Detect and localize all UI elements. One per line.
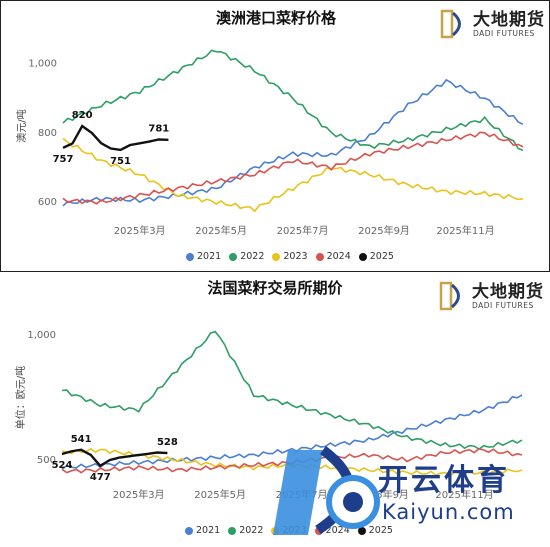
x-tick-label: 2025年9月 <box>358 224 410 237</box>
legend-item-2022[interactable]: 2022 <box>229 251 264 262</box>
data-label: 528 <box>157 437 178 448</box>
brand-name-cn: 大地期货 <box>473 9 545 30</box>
x-tick-label: 2025年7月 <box>277 224 329 237</box>
chart-panel-aus: 澳洲港口菜籽价格 大地期货 DADI FUTURES 600 800 1,000 澳元… <box>0 0 550 272</box>
y-tick-label: 1,000 <box>28 59 57 70</box>
legend-marker <box>186 252 194 261</box>
data-label: 477 <box>90 472 111 483</box>
x-tick-label: 2025年5月 <box>195 224 247 237</box>
legend-label: 2021 <box>197 251 222 262</box>
brand-name-cn: 大地期货 <box>472 281 544 302</box>
watermark-logo-icon <box>273 445 380 535</box>
brand-mark-icon <box>440 9 461 39</box>
series-line-2024 <box>62 131 524 205</box>
legend-label: 2024 <box>326 251 351 262</box>
data-label: 751 <box>110 156 131 167</box>
legend-label: 2022 <box>239 525 264 536</box>
series-line-2021 <box>62 78 524 207</box>
legend-item-2025[interactable]: 2025 <box>358 251 394 262</box>
series-line-2023 <box>62 137 524 213</box>
legend-label: 2021 <box>196 525 221 536</box>
legend-marker <box>272 252 281 261</box>
chart-title: 法国菜籽交易所期价 <box>207 279 343 297</box>
legend-label: 2025 <box>368 525 393 536</box>
brand-mark-icon <box>439 281 460 311</box>
y-tick-label: 500 <box>37 455 56 466</box>
series-line-2021 <box>61 394 523 471</box>
watermark-text-en: Kaiyun.com <box>382 500 515 524</box>
legend-item-2025[interactable]: 2025 <box>357 525 393 536</box>
data-label: 524 <box>52 460 73 471</box>
data-label: 541 <box>71 434 92 445</box>
legend-marker <box>358 252 367 261</box>
legend-item-2021[interactable]: 2021 <box>185 525 220 536</box>
legend-label: 2022 <box>240 251 265 262</box>
legend-item-2021[interactable]: 2021 <box>186 251 221 262</box>
x-tick-label: 2025年11月 <box>436 224 494 237</box>
series-line-2022 <box>61 330 523 451</box>
legend: 2021 2022 2023 2024 2025 <box>186 251 394 262</box>
series-line-2025 <box>61 448 168 468</box>
data-label: 820 <box>72 110 93 121</box>
legend-marker <box>357 526 366 535</box>
brand-logo: 大地期货 DADI FUTURES <box>439 9 545 39</box>
legend-label: 2023 <box>283 251 308 262</box>
watermark-text-cn: 开云体育 <box>378 463 510 498</box>
x-tick-label: 2025年5月 <box>194 488 246 501</box>
chart-plot-aus: 600 800 1,000 澳元/吨 2025年3月 2025年5月 2025年7月 2025… <box>15 49 524 237</box>
legend-marker <box>228 526 237 535</box>
data-label: 781 <box>148 124 169 135</box>
y-axis-label: 单位：欧元/吨 <box>14 366 27 429</box>
series-line-2025 <box>62 124 169 152</box>
legend-marker <box>229 252 238 261</box>
legend-marker <box>185 526 193 535</box>
legend-label: 2025 <box>369 251 394 262</box>
brand-logo: 大地期货 DADI FUTURES <box>438 281 544 311</box>
chart-panel-france: 法国菜籽交易所期价 大地期货 DADI FUTURES 500 1,000 单位：欧… <box>0 275 550 547</box>
data-label: 757 <box>53 154 74 165</box>
legend-item-2022[interactable]: 2022 <box>228 525 263 536</box>
y-tick-label: 1,000 <box>27 330 56 341</box>
series-line-2022 <box>62 49 524 151</box>
y-tick-label: 600 <box>38 197 57 208</box>
legend-label: 2024 <box>325 525 350 536</box>
brand-name-en: DADI FUTURES <box>472 300 534 310</box>
y-tick-label: 800 <box>38 128 57 139</box>
brand-name-en: DADI FUTURES <box>473 28 535 38</box>
legend-marker <box>315 252 324 261</box>
x-tick-label: 2025年11月 <box>435 488 493 501</box>
y-axis-label: 澳元/吨 <box>15 109 28 142</box>
x-tick-label: 2025年3月 <box>113 488 165 501</box>
chart-title: 澳洲港口菜籽价格 <box>215 9 336 27</box>
legend-item-2023[interactable]: 2023 <box>272 251 308 262</box>
legend-item-2024[interactable]: 2024 <box>315 251 351 262</box>
x-tick-label: 2025年3月 <box>114 224 166 237</box>
